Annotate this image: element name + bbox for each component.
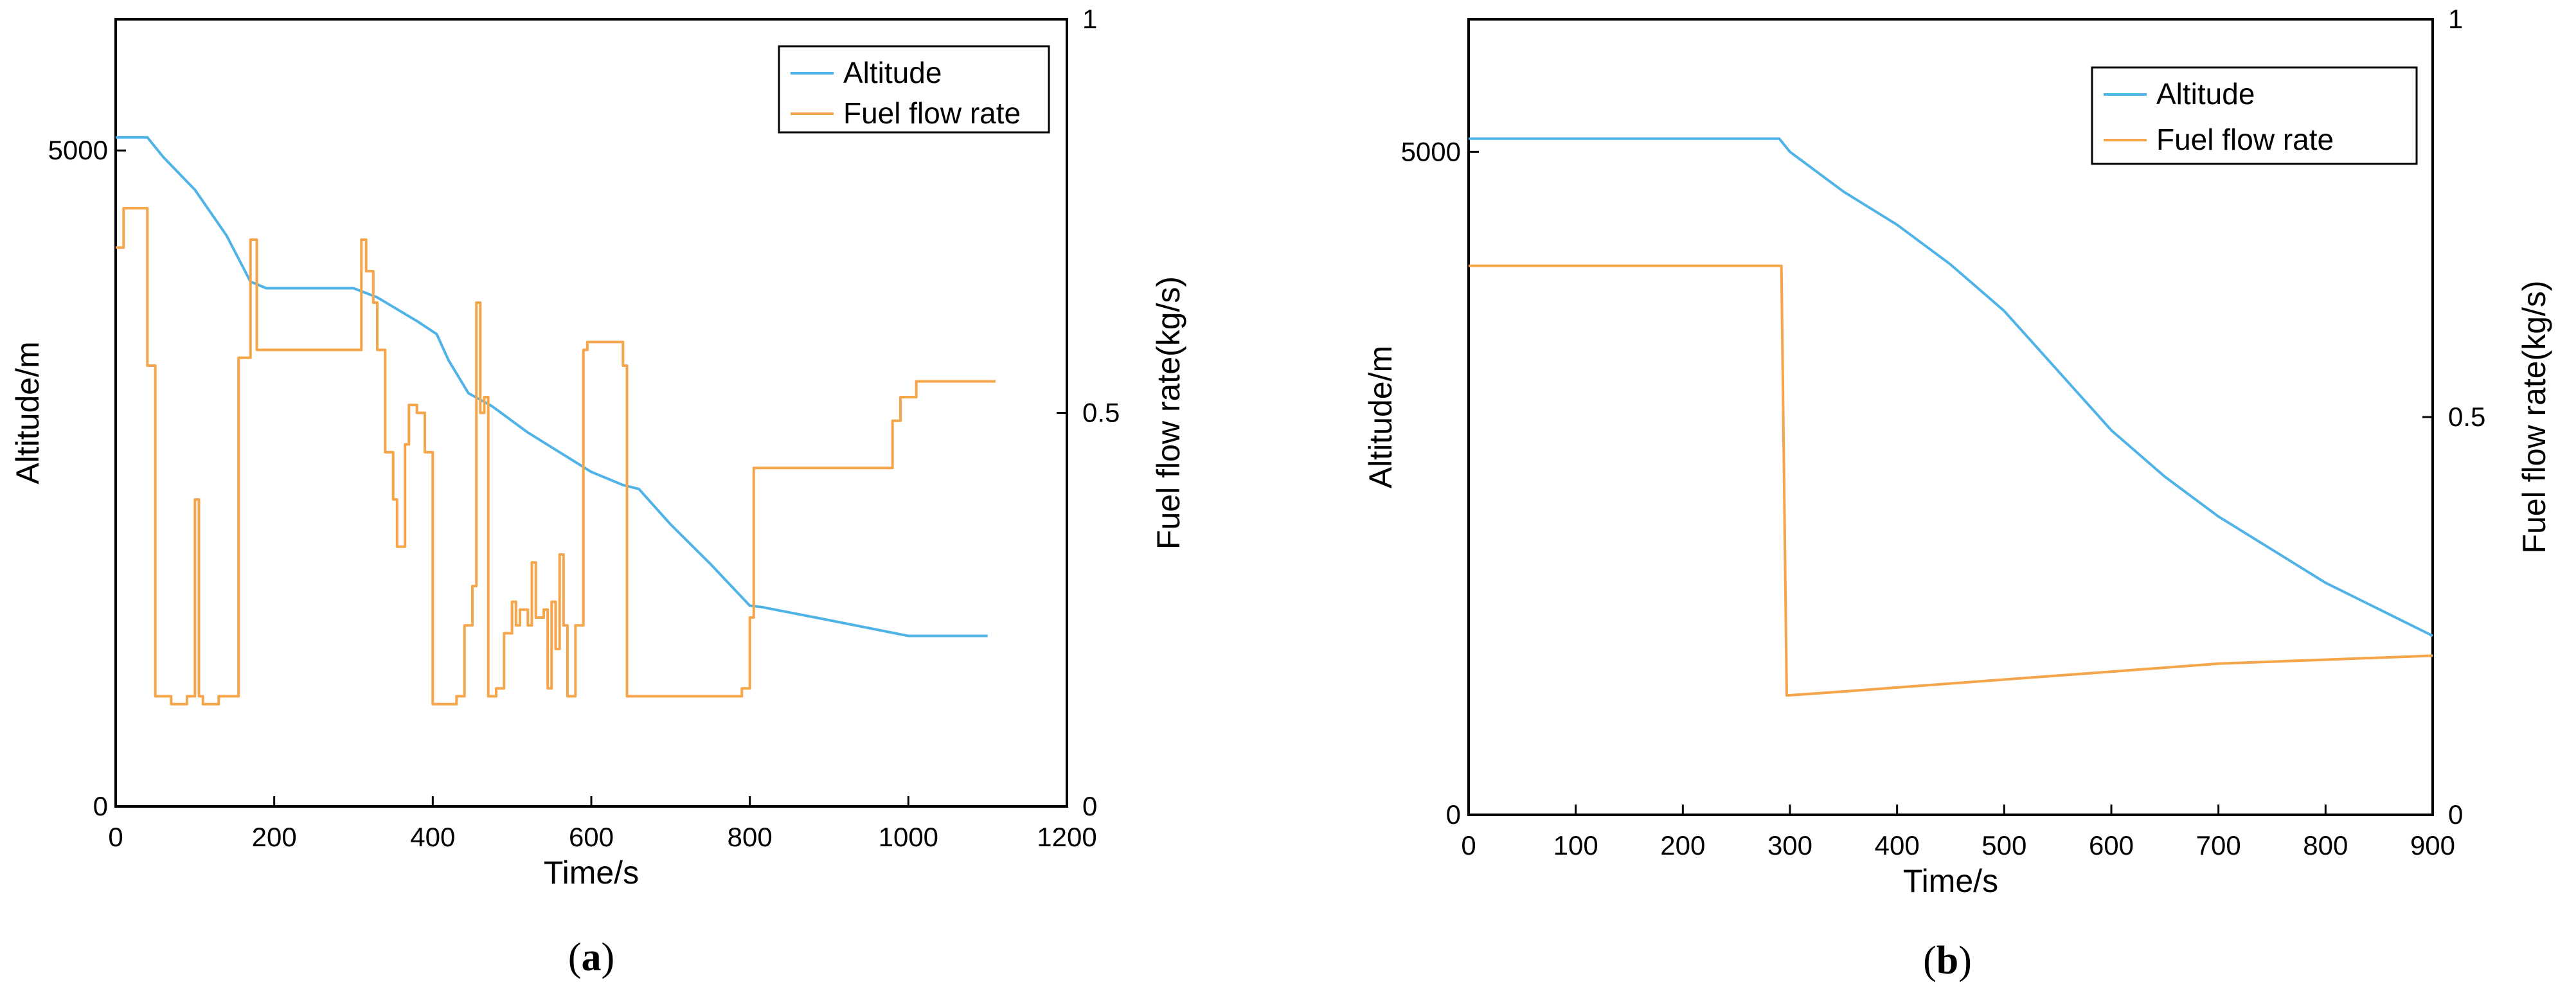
- x-tick-label: 400: [1875, 830, 1920, 860]
- caption-letter: a: [582, 936, 602, 979]
- y-left-axis-label: Altitude/m: [10, 341, 46, 484]
- y-left-tick-label: 5000: [1401, 136, 1461, 166]
- legend-label-fuel-flow-rate: Fuel flow rate: [843, 96, 1021, 130]
- x-tick-label: 800: [728, 822, 773, 852]
- chart-a: 0 200 400 600 800 1000 12000500000.51Time/sAlt…: [10, 4, 1186, 979]
- y-left-tick-label: 0: [93, 791, 108, 821]
- legend: Altitude Fuel flow rate: [778, 45, 1050, 134]
- x-tick-label: 100: [1553, 830, 1598, 860]
- legend-box: [778, 45, 1050, 134]
- series-line-fuel-flow-rate: [116, 207, 996, 706]
- y-right-tick-label: 1: [1082, 4, 1097, 34]
- x-tick-label: 400: [410, 822, 455, 852]
- y-right-axis-label: Fuel flow rate(kg/s): [1150, 276, 1186, 549]
- x-tick-label: 0: [1461, 830, 1476, 860]
- x-tick-label: 200: [1660, 830, 1705, 860]
- y-left-tick-label: 0: [1446, 799, 1461, 830]
- legend-label-altitude: Altitude: [2156, 77, 2255, 111]
- legend-box: [2091, 66, 2418, 165]
- x-tick-label: 1200: [1037, 822, 1096, 852]
- figure-caption: (a): [568, 936, 614, 979]
- chart-b: 0 100 200 300 400 500 600 700 800 9000500000.51Ti…: [1363, 4, 2552, 983]
- y-right-tick-label: 1: [2448, 4, 2463, 34]
- series-line-fuel-flow-rate: [1469, 264, 2433, 697]
- x-tick-label: 800: [2303, 830, 2348, 860]
- x-tick-label: 200: [252, 822, 297, 852]
- y-right-tick-label: 0.5: [2448, 402, 2485, 432]
- series-line-altitude: [116, 136, 988, 637]
- figure-caption: (b): [1923, 939, 1972, 983]
- x-tick-label: 700: [2196, 830, 2241, 860]
- y-left-tick-label: 5000: [48, 135, 108, 165]
- series-line-altitude: [1469, 137, 2433, 637]
- y-right-axis-label: Fuel flow rate(kg/s): [2516, 280, 2552, 553]
- legend-label-altitude: Altitude: [843, 56, 942, 89]
- y-right-tick-label: 0: [1082, 791, 1097, 821]
- x-tick-label: 500: [1981, 830, 2026, 860]
- plot-frame: [114, 18, 1068, 808]
- x-tick-label: 300: [1767, 830, 1812, 860]
- y-right-tick-label: 0: [2448, 799, 2463, 830]
- caption-letter: b: [1936, 939, 1958, 983]
- x-tick-label: 0: [108, 822, 123, 852]
- x-tick-label: 1000: [879, 822, 938, 852]
- x-tick-label: 600: [569, 822, 614, 852]
- x-tick-label: 600: [2089, 830, 2134, 860]
- y-right-tick-label: 0.5: [1082, 398, 1120, 428]
- x-tick-label: 900: [2410, 830, 2455, 860]
- legend-label-fuel-flow-rate: Fuel flow rate: [2156, 123, 2334, 156]
- x-axis-label: Time/s: [544, 855, 639, 891]
- legend: Altitude Fuel flow rate: [2091, 66, 2418, 165]
- y-left-axis-label: Altitude/m: [1363, 346, 1399, 488]
- x-axis-label: Time/s: [1903, 863, 1998, 899]
